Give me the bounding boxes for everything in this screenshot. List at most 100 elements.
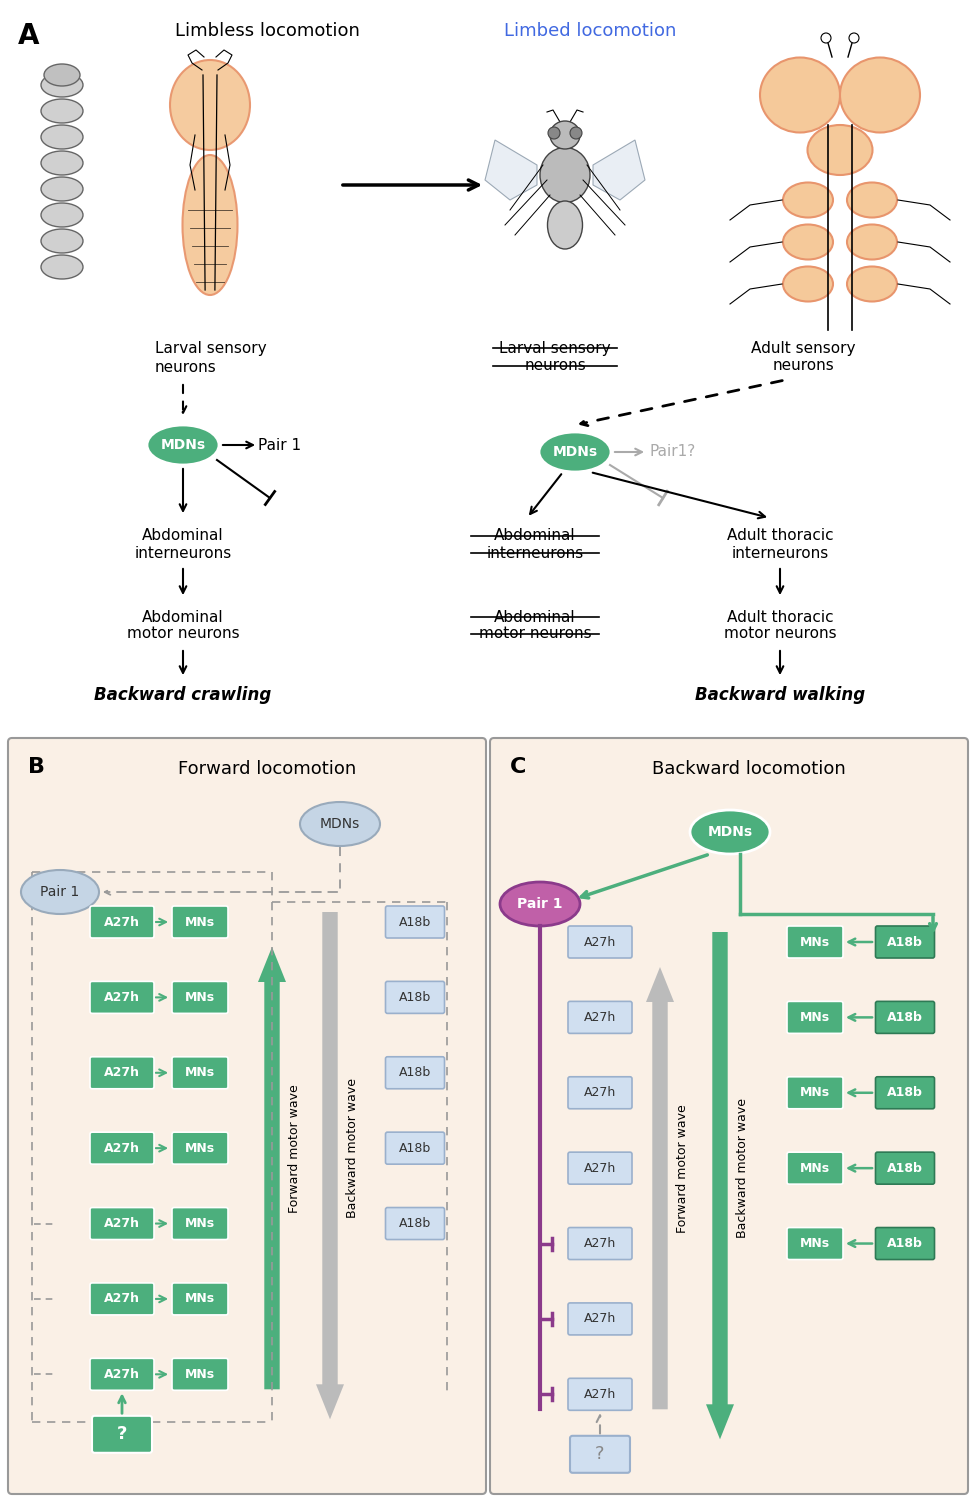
Text: MNs: MNs — [800, 936, 830, 948]
FancyArrow shape — [706, 932, 734, 1440]
Ellipse shape — [21, 870, 99, 913]
Text: A27h: A27h — [584, 1388, 616, 1401]
Ellipse shape — [300, 802, 380, 846]
FancyBboxPatch shape — [172, 981, 228, 1014]
Text: A27h: A27h — [584, 1238, 616, 1250]
Text: Limbed locomotion: Limbed locomotion — [504, 22, 676, 40]
Ellipse shape — [760, 57, 840, 132]
FancyBboxPatch shape — [172, 1359, 228, 1390]
Text: interneurons: interneurons — [135, 546, 231, 561]
Text: Pair 1: Pair 1 — [517, 897, 563, 910]
Ellipse shape — [548, 128, 560, 140]
Text: Pair 1: Pair 1 — [259, 438, 302, 453]
Text: motor neurons: motor neurons — [127, 627, 239, 642]
Text: Pair 1: Pair 1 — [40, 885, 80, 898]
FancyBboxPatch shape — [172, 1208, 228, 1239]
Text: Larval sensory: Larval sensory — [155, 340, 266, 356]
Text: B: B — [28, 758, 45, 777]
Ellipse shape — [690, 810, 770, 853]
FancyBboxPatch shape — [875, 1227, 934, 1260]
FancyBboxPatch shape — [90, 906, 154, 938]
Ellipse shape — [539, 432, 611, 472]
Text: MDNs: MDNs — [708, 825, 752, 839]
Text: Abdominal: Abdominal — [142, 609, 224, 624]
FancyBboxPatch shape — [568, 926, 632, 958]
Text: A18b: A18b — [399, 1066, 431, 1080]
Text: Limbless locomotion: Limbless locomotion — [175, 22, 360, 40]
Ellipse shape — [807, 124, 873, 176]
Text: motor neurons: motor neurons — [723, 627, 836, 642]
Text: A27h: A27h — [104, 1293, 140, 1305]
FancyBboxPatch shape — [568, 1378, 632, 1410]
Text: Adult thoracic: Adult thoracic — [727, 609, 834, 624]
FancyBboxPatch shape — [90, 1058, 154, 1089]
Ellipse shape — [840, 57, 920, 132]
Text: Forward motor wave: Forward motor wave — [288, 1084, 301, 1212]
Text: A27h: A27h — [104, 915, 140, 928]
FancyBboxPatch shape — [787, 1077, 843, 1108]
Ellipse shape — [170, 60, 250, 150]
FancyBboxPatch shape — [386, 1208, 444, 1239]
Ellipse shape — [147, 424, 219, 465]
FancyBboxPatch shape — [172, 1132, 228, 1164]
FancyBboxPatch shape — [386, 906, 444, 938]
Ellipse shape — [41, 152, 83, 176]
Text: MDNs: MDNs — [552, 446, 597, 459]
Text: A27h: A27h — [104, 992, 140, 1004]
Text: C: C — [510, 758, 526, 777]
Text: neurons: neurons — [524, 358, 586, 374]
Text: Adult thoracic: Adult thoracic — [727, 528, 834, 543]
Text: motor neurons: motor neurons — [478, 627, 591, 642]
FancyBboxPatch shape — [90, 981, 154, 1014]
FancyBboxPatch shape — [90, 1282, 154, 1316]
FancyBboxPatch shape — [8, 738, 486, 1494]
Text: Abdominal: Abdominal — [494, 609, 576, 624]
Text: Backward motor wave: Backward motor wave — [736, 1098, 749, 1238]
Ellipse shape — [783, 267, 833, 302]
Text: interneurons: interneurons — [486, 546, 584, 561]
Polygon shape — [485, 140, 537, 200]
Text: MNs: MNs — [800, 1011, 830, 1025]
Ellipse shape — [570, 128, 582, 140]
Text: MNs: MNs — [184, 1216, 215, 1230]
FancyBboxPatch shape — [568, 1227, 632, 1260]
Text: Backward locomotion: Backward locomotion — [652, 760, 846, 778]
Text: A27h: A27h — [104, 1368, 140, 1382]
Text: MNs: MNs — [184, 1142, 215, 1155]
Text: Abdominal: Abdominal — [494, 528, 576, 543]
FancyBboxPatch shape — [568, 1304, 632, 1335]
FancyBboxPatch shape — [386, 981, 444, 1014]
Text: MNs: MNs — [800, 1086, 830, 1100]
FancyBboxPatch shape — [386, 1058, 444, 1089]
Ellipse shape — [41, 177, 83, 201]
FancyBboxPatch shape — [787, 1002, 843, 1034]
FancyBboxPatch shape — [90, 1208, 154, 1239]
Text: A27h: A27h — [584, 1011, 616, 1025]
Text: A27h: A27h — [584, 1086, 616, 1100]
FancyBboxPatch shape — [172, 1058, 228, 1089]
Text: MNs: MNs — [184, 992, 215, 1004]
FancyBboxPatch shape — [787, 1152, 843, 1184]
Text: MDNs: MDNs — [320, 818, 360, 831]
FancyArrow shape — [646, 968, 674, 1410]
Text: A18b: A18b — [399, 1142, 431, 1155]
Text: A18b: A18b — [887, 1161, 923, 1174]
Text: MNs: MNs — [184, 915, 215, 928]
FancyBboxPatch shape — [568, 1002, 632, 1034]
Text: Backward walking: Backward walking — [695, 686, 865, 703]
FancyBboxPatch shape — [172, 1282, 228, 1316]
Text: interneurons: interneurons — [731, 546, 829, 561]
Text: MDNs: MDNs — [160, 438, 206, 452]
Text: A27h: A27h — [104, 1066, 140, 1080]
Ellipse shape — [847, 183, 897, 218]
Text: neurons: neurons — [155, 360, 217, 375]
Text: A18b: A18b — [399, 915, 431, 928]
Ellipse shape — [44, 64, 80, 86]
Ellipse shape — [41, 99, 83, 123]
Ellipse shape — [849, 33, 859, 44]
Ellipse shape — [41, 124, 83, 148]
FancyBboxPatch shape — [875, 1152, 934, 1184]
Ellipse shape — [500, 882, 580, 926]
FancyBboxPatch shape — [90, 1132, 154, 1164]
Text: A18b: A18b — [887, 936, 923, 948]
